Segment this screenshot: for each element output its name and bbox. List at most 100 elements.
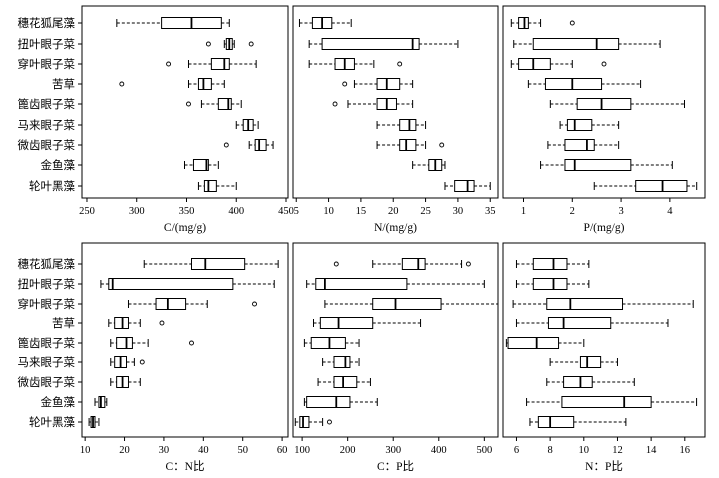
boxplot-篦齿眼子菜	[549, 98, 686, 110]
box-iqr	[108, 278, 234, 290]
box-iqr	[579, 356, 602, 368]
box-iqr	[98, 396, 106, 408]
category-label: 穿叶眼子菜	[18, 57, 76, 71]
boxplot-穗花狐尾藻	[510, 17, 575, 29]
box-iqr	[399, 139, 417, 151]
category-label: 轮叶黑藻	[29, 179, 75, 193]
x-axis-title: N/(mg/g)	[374, 222, 417, 234]
x-tick-label: 40	[198, 445, 209, 456]
outlier-point	[139, 359, 145, 365]
boxplot-扭叶眼子菜	[100, 278, 275, 290]
box-iqr	[561, 396, 652, 408]
boxplot-轮叶黑藻	[294, 416, 332, 428]
outlier-point	[186, 101, 191, 107]
boxplot-微齿眼子菜	[547, 139, 620, 151]
x-axis-title: C：P比	[377, 460, 414, 473]
plot-frame	[81, 5, 289, 199]
outlier-point	[223, 142, 229, 148]
box-iqr	[563, 376, 593, 388]
box-iqr	[217, 98, 232, 110]
box-iqr	[376, 78, 401, 90]
plot-frame	[502, 5, 706, 199]
boxplot-穿叶眼子菜	[510, 58, 607, 70]
x-tick-label: 3	[618, 206, 623, 217]
box-iqr	[564, 139, 595, 151]
outlier-point	[342, 81, 348, 87]
boxplot-苦草	[313, 317, 422, 329]
box-iqr	[564, 159, 632, 171]
x-tick-label: 30	[159, 445, 170, 456]
panel-c-content: 250 300 350 400 450 C/(mg/g) 穗花狐尾藻扭叶眼子菜穿叶眼子菜苦草…	[18, 5, 294, 234]
x-tick-label: 2	[570, 206, 575, 217]
box-iqr	[547, 317, 612, 329]
boxplot-金鱼藻	[540, 159, 673, 171]
x-tick-label: 25	[420, 206, 431, 217]
boxplot-苦草	[108, 317, 165, 329]
boxplot-金鱼藻	[94, 396, 108, 408]
boxplot-穗花狐尾藻	[143, 258, 279, 270]
boxplot-扭叶眼子菜	[515, 278, 590, 290]
outlier-point	[252, 301, 257, 307]
boxplot-篦齿眼子菜	[303, 337, 360, 349]
box-iqr	[210, 58, 230, 70]
boxplot-金鱼藻	[184, 159, 219, 171]
box-iqr	[190, 258, 246, 270]
boxplot-微齿眼子菜	[110, 376, 141, 388]
box-iqr	[566, 119, 593, 131]
x-tick-label: 500	[476, 445, 492, 456]
x-tick-label: 10	[579, 445, 590, 456]
category-label: 穗花狐尾藻	[18, 257, 76, 271]
outlier-point	[326, 419, 332, 425]
outlier-point	[159, 320, 165, 326]
x-tick-label: 400	[228, 206, 244, 217]
boxplot-穿叶眼子菜	[166, 58, 257, 70]
boxplot-苦草	[515, 317, 669, 329]
x-tick-label: 30	[453, 206, 464, 217]
category-label: 马来眼子菜	[18, 118, 76, 132]
box-iqr	[518, 17, 529, 29]
panel-np-ratio: 6 8 10 12 14 16 N：P比	[502, 242, 706, 473]
x-tick-label: 16	[680, 445, 691, 456]
category-label: 轮叶黑藻	[29, 415, 75, 429]
x-tick-label: 4	[667, 206, 673, 217]
outlier-point	[166, 61, 172, 67]
boxplot-马来眼子菜	[559, 119, 620, 131]
category-label: 金鱼藻	[41, 158, 76, 172]
x-axis-title: P/(mg/g)	[584, 222, 625, 234]
boxplot-扭叶眼子菜	[306, 278, 485, 290]
outlier-point	[569, 20, 575, 26]
plot-frame	[292, 242, 499, 438]
box-iqr	[518, 58, 551, 70]
boxplot-轮叶黑藻	[593, 180, 698, 192]
box-iqr	[114, 317, 129, 329]
boxplot-穗花狐尾藻	[515, 258, 590, 270]
x-axis-title: C：N比	[166, 460, 205, 473]
outlier-point	[397, 61, 403, 67]
x-tick-label: 60	[277, 445, 288, 456]
x-tick-label: 8	[548, 445, 553, 456]
box-iqr	[399, 119, 417, 131]
boxplot-扭叶眼子菜	[205, 38, 254, 50]
x-tick-label: 20	[388, 206, 399, 217]
x-tick-label: 350	[179, 206, 195, 217]
boxplot-马来眼子菜	[110, 356, 145, 368]
box-iqr	[532, 258, 568, 270]
box-iqr	[546, 298, 624, 310]
boxplot-金鱼藻	[526, 396, 698, 408]
plot-frame	[81, 242, 289, 438]
box-iqr	[310, 337, 346, 349]
x-tick-label: 1	[521, 206, 526, 217]
boxplot-穿叶眼子菜	[308, 58, 403, 70]
boxplot-微齿眼子菜	[317, 376, 371, 388]
x-axis-title: C/(mg/g)	[164, 222, 206, 234]
x-tick-label: 20	[119, 445, 130, 456]
boxplot-微齿眼子菜	[376, 139, 445, 151]
category-label: 篦齿眼子菜	[18, 97, 76, 111]
boxplot-苦草	[342, 78, 414, 90]
box-iqr	[315, 278, 408, 290]
outlier-point	[119, 81, 125, 87]
x-tick-label: 10	[80, 445, 91, 456]
box-iqr	[155, 298, 187, 310]
boxplot-穗花狐尾藻	[298, 17, 352, 29]
